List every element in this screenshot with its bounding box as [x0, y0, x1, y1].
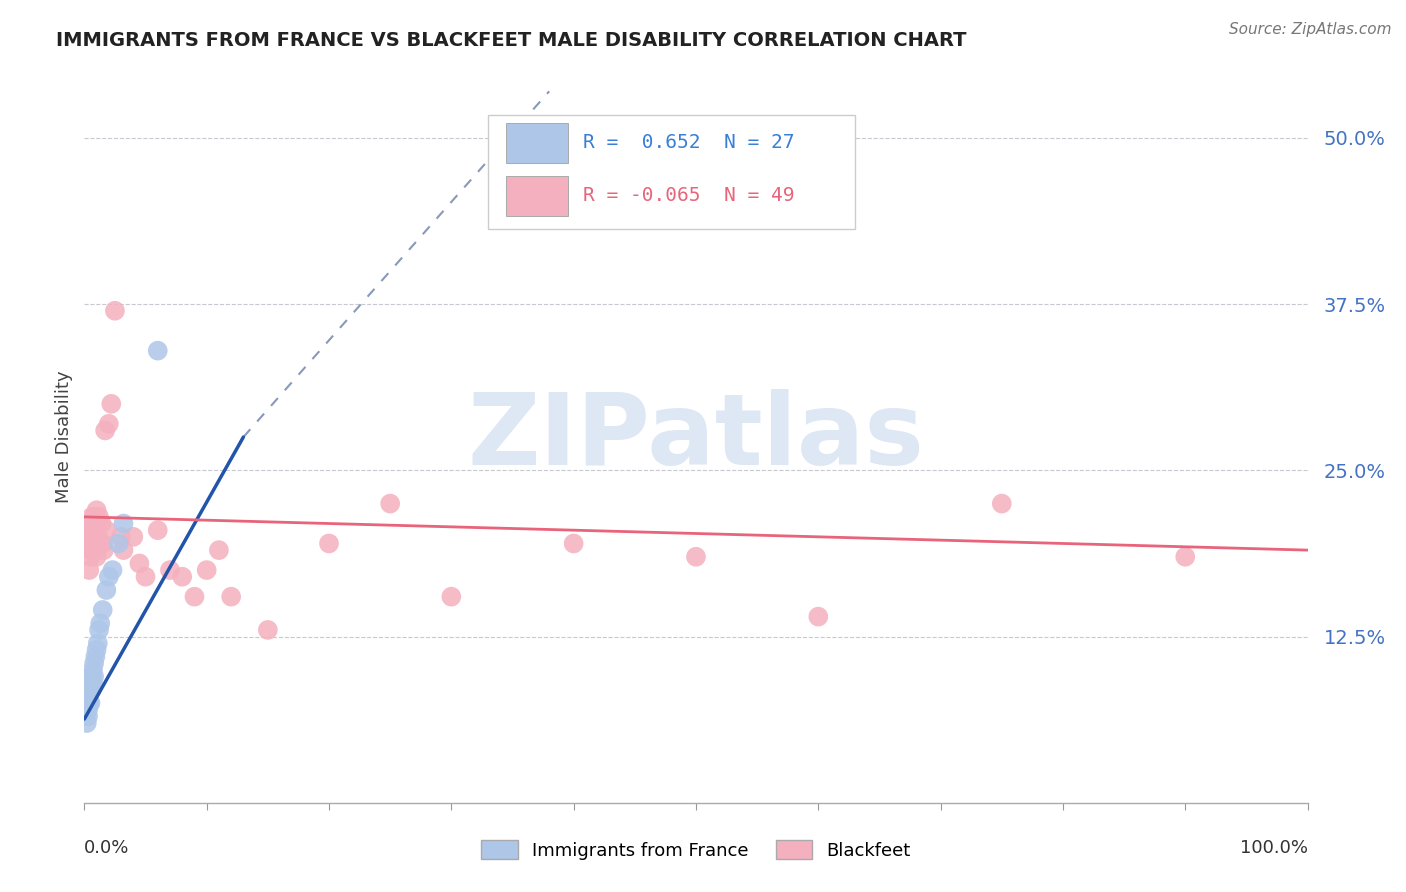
Point	[80, 509, 103, 524]
FancyBboxPatch shape	[506, 122, 568, 163]
Point	[79, 696, 101, 710]
Point	[380, 497, 402, 511]
Point	[101, 563, 124, 577]
Point	[89, 536, 111, 550]
Point	[84, 536, 107, 550]
Point	[79, 549, 101, 564]
Point	[86, 643, 108, 657]
Point	[96, 582, 118, 597]
Legend: Immigrants from France, Blackfeet: Immigrants from France, Blackfeet	[474, 832, 918, 867]
Point	[318, 536, 340, 550]
Point	[91, 603, 114, 617]
Point	[91, 536, 114, 550]
Point	[83, 523, 105, 537]
Point	[87, 623, 110, 637]
Point	[146, 343, 169, 358]
Point	[96, 523, 118, 537]
Point	[219, 590, 242, 604]
Point	[122, 530, 145, 544]
Point	[146, 523, 169, 537]
Point	[77, 696, 100, 710]
FancyBboxPatch shape	[506, 176, 568, 216]
Point	[685, 549, 707, 564]
Point	[100, 397, 122, 411]
Point	[77, 682, 100, 697]
Point	[112, 543, 135, 558]
Point	[83, 669, 105, 683]
Text: ZIPatlas: ZIPatlas	[468, 389, 924, 485]
Point	[82, 543, 104, 558]
Point	[89, 616, 111, 631]
Point	[84, 649, 107, 664]
Point	[93, 543, 115, 558]
Point	[562, 536, 585, 550]
Point	[94, 424, 117, 438]
Point	[77, 563, 100, 577]
Point	[79, 536, 101, 550]
Point	[87, 636, 110, 650]
Point	[991, 497, 1014, 511]
Text: 0.0%: 0.0%	[84, 839, 129, 857]
Text: Source: ZipAtlas.com: Source: ZipAtlas.com	[1229, 22, 1392, 37]
Point	[76, 716, 98, 731]
Text: R =  0.652  N = 27: R = 0.652 N = 27	[583, 133, 794, 152]
Point	[80, 669, 103, 683]
Point	[110, 530, 132, 544]
Point	[79, 516, 101, 531]
Point	[76, 523, 98, 537]
Point	[208, 543, 231, 558]
Point	[86, 503, 108, 517]
Point	[80, 682, 103, 697]
Point	[104, 303, 127, 318]
Point	[135, 570, 157, 584]
Point	[97, 570, 120, 584]
Point	[195, 563, 218, 577]
Point	[79, 676, 101, 690]
FancyBboxPatch shape	[488, 115, 855, 228]
Y-axis label: Male Disability: Male Disability	[55, 371, 73, 503]
Text: 100.0%: 100.0%	[1240, 839, 1308, 857]
Point	[440, 590, 463, 604]
Point	[77, 543, 100, 558]
Point	[172, 570, 194, 584]
Point	[87, 530, 110, 544]
Point	[1174, 549, 1197, 564]
Point	[128, 557, 150, 571]
Point	[77, 530, 100, 544]
Point	[80, 530, 103, 544]
Point	[83, 509, 105, 524]
Point	[107, 536, 129, 550]
Point	[807, 609, 830, 624]
Point	[82, 676, 104, 690]
Point	[183, 590, 205, 604]
Point	[90, 516, 112, 531]
Point	[257, 623, 280, 637]
Point	[79, 669, 101, 683]
Point	[87, 509, 110, 524]
Text: IMMIGRANTS FROM FRANCE VS BLACKFEET MALE DISABILITY CORRELATION CHART: IMMIGRANTS FROM FRANCE VS BLACKFEET MALE…	[56, 31, 967, 50]
Point	[112, 516, 135, 531]
Point	[97, 417, 120, 431]
Point	[84, 523, 107, 537]
Point	[82, 663, 104, 677]
Point	[86, 549, 108, 564]
Point	[159, 563, 181, 577]
Point	[77, 709, 100, 723]
Point	[82, 530, 104, 544]
Point	[77, 690, 100, 704]
Point	[77, 703, 100, 717]
Text: R = -0.065  N = 49: R = -0.065 N = 49	[583, 186, 794, 205]
Point	[83, 656, 105, 670]
